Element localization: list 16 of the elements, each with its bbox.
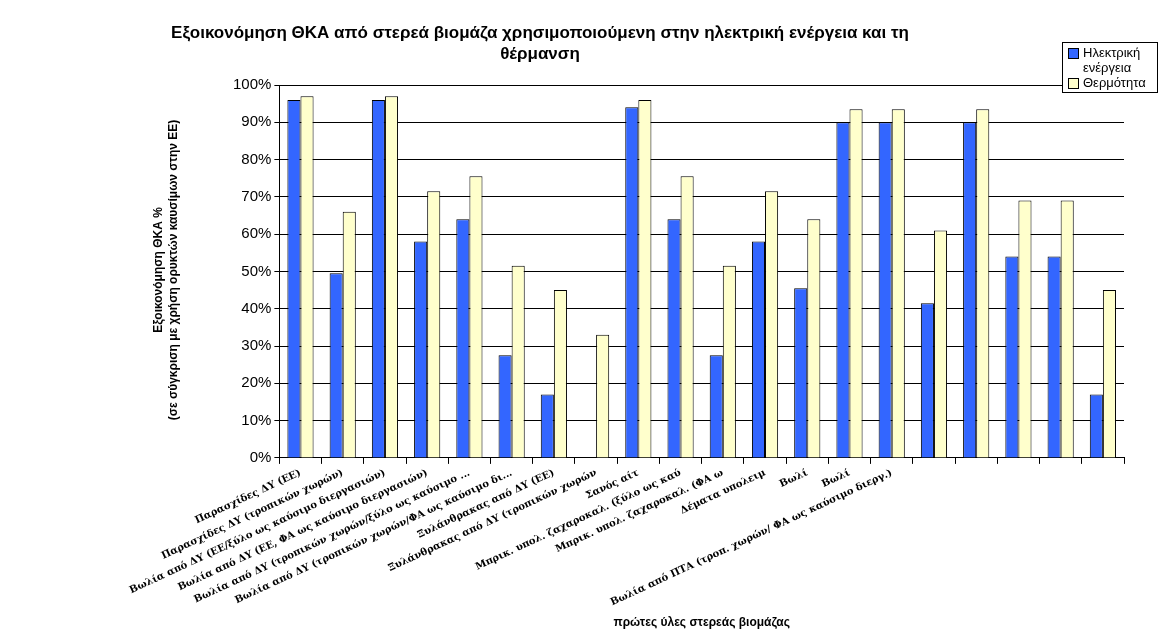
y-tick-label: 90% xyxy=(241,112,272,130)
y-tick-label: 30% xyxy=(241,336,272,354)
y-axis-title: Εξοικονόμηση ΘΚΑ % (σε σύγκριση με χρήση ορυκτών καυσίμων στην ΕΕ) xyxy=(151,119,181,421)
y-tick-label: 70% xyxy=(241,187,272,204)
chart-title: Εξοικονόμηση ΘΚΑ από στερεά βιομάζα χρησιμοποιούμενη στην ηλεκτρική ενέργεια και τη θέρμανση xyxy=(170,22,910,64)
y-tick-label: 100% xyxy=(232,75,272,93)
y-tick-label: 60% xyxy=(241,224,272,242)
y-tick-label: 80% xyxy=(241,149,272,167)
x-axis-title: πρώτες ύλες στερεάς βιομάζας xyxy=(613,615,790,630)
legend-label: Ηλεκτρική ενέργεια xyxy=(1083,45,1142,75)
y-tick-label: 0% xyxy=(249,448,272,466)
y-tick-label: 20% xyxy=(241,373,272,391)
legend-label: Θερμότητα xyxy=(1083,75,1146,90)
y-tick-label: 50% xyxy=(241,261,272,279)
y-tick-label: 40% xyxy=(241,298,272,316)
y-tick-label: 10% xyxy=(241,410,272,428)
